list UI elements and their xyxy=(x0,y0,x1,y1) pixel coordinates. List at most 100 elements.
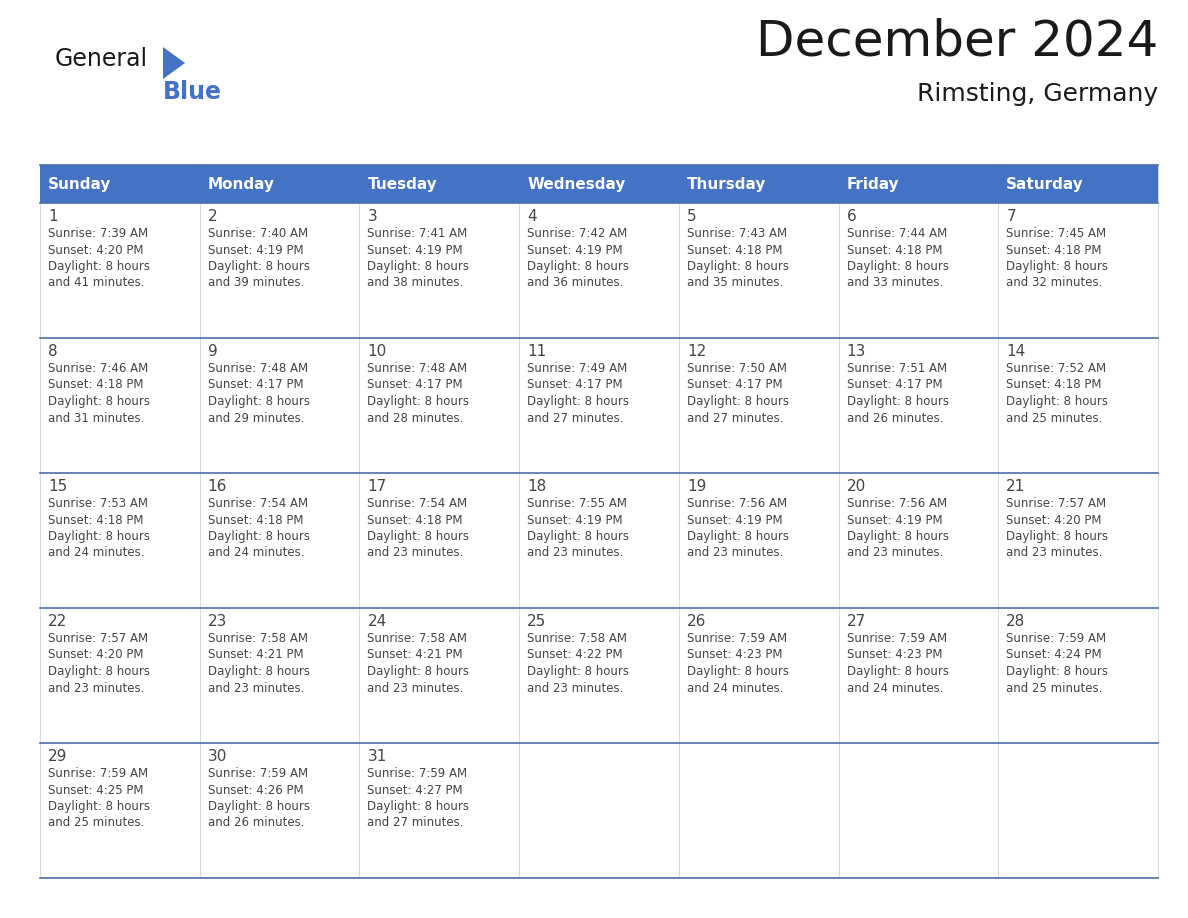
Text: 19: 19 xyxy=(687,479,706,494)
Text: Sunrise: 7:49 AM
Sunset: 4:17 PM
Daylight: 8 hours
and 27 minutes.: Sunrise: 7:49 AM Sunset: 4:17 PM Dayligh… xyxy=(527,362,630,424)
Text: Sunrise: 7:43 AM
Sunset: 4:18 PM
Daylight: 8 hours
and 35 minutes.: Sunrise: 7:43 AM Sunset: 4:18 PM Dayligh… xyxy=(687,227,789,289)
Bar xyxy=(839,743,998,878)
Text: Sunrise: 7:48 AM
Sunset: 4:17 PM
Daylight: 8 hours
and 29 minutes.: Sunrise: 7:48 AM Sunset: 4:17 PM Dayligh… xyxy=(208,362,310,424)
Bar xyxy=(360,743,519,878)
Bar xyxy=(678,338,839,473)
Text: 27: 27 xyxy=(847,614,866,629)
Bar xyxy=(200,743,360,878)
Text: 8: 8 xyxy=(48,344,58,359)
Text: 16: 16 xyxy=(208,479,227,494)
Text: 7: 7 xyxy=(1006,209,1016,224)
Bar xyxy=(678,608,839,743)
Text: 15: 15 xyxy=(48,479,68,494)
Text: 21: 21 xyxy=(1006,479,1025,494)
Text: Sunrise: 7:41 AM
Sunset: 4:19 PM
Daylight: 8 hours
and 38 minutes.: Sunrise: 7:41 AM Sunset: 4:19 PM Dayligh… xyxy=(367,227,469,289)
Text: Sunrise: 7:46 AM
Sunset: 4:18 PM
Daylight: 8 hours
and 31 minutes.: Sunrise: 7:46 AM Sunset: 4:18 PM Dayligh… xyxy=(48,362,150,424)
Text: Blue: Blue xyxy=(163,80,222,104)
Bar xyxy=(839,473,998,608)
Text: Saturday: Saturday xyxy=(1006,176,1083,192)
Bar xyxy=(839,608,998,743)
Bar xyxy=(839,165,998,203)
Bar xyxy=(40,203,200,338)
Text: 20: 20 xyxy=(847,479,866,494)
Bar xyxy=(998,608,1158,743)
Bar xyxy=(360,203,519,338)
Bar xyxy=(200,608,360,743)
Bar xyxy=(360,165,519,203)
Text: 25: 25 xyxy=(527,614,546,629)
Bar xyxy=(998,473,1158,608)
Text: Sunrise: 7:59 AM
Sunset: 4:24 PM
Daylight: 8 hours
and 25 minutes.: Sunrise: 7:59 AM Sunset: 4:24 PM Dayligh… xyxy=(1006,632,1108,695)
Text: Sunrise: 7:58 AM
Sunset: 4:21 PM
Daylight: 8 hours
and 23 minutes.: Sunrise: 7:58 AM Sunset: 4:21 PM Dayligh… xyxy=(208,632,310,695)
Bar xyxy=(519,203,678,338)
Text: Sunrise: 7:57 AM
Sunset: 4:20 PM
Daylight: 8 hours
and 23 minutes.: Sunrise: 7:57 AM Sunset: 4:20 PM Dayligh… xyxy=(48,632,150,695)
Text: 29: 29 xyxy=(48,749,68,764)
Text: General: General xyxy=(55,47,148,71)
Text: Tuesday: Tuesday xyxy=(367,176,437,192)
Bar xyxy=(40,338,200,473)
Text: 6: 6 xyxy=(847,209,857,224)
Text: 3: 3 xyxy=(367,209,377,224)
Text: Sunrise: 7:57 AM
Sunset: 4:20 PM
Daylight: 8 hours
and 23 minutes.: Sunrise: 7:57 AM Sunset: 4:20 PM Dayligh… xyxy=(1006,497,1108,559)
Text: 9: 9 xyxy=(208,344,217,359)
Text: Friday: Friday xyxy=(847,176,899,192)
Text: Sunrise: 7:59 AM
Sunset: 4:23 PM
Daylight: 8 hours
and 24 minutes.: Sunrise: 7:59 AM Sunset: 4:23 PM Dayligh… xyxy=(687,632,789,695)
Bar xyxy=(678,165,839,203)
Text: 30: 30 xyxy=(208,749,227,764)
Bar xyxy=(998,165,1158,203)
Text: Sunrise: 7:59 AM
Sunset: 4:27 PM
Daylight: 8 hours
and 27 minutes.: Sunrise: 7:59 AM Sunset: 4:27 PM Dayligh… xyxy=(367,767,469,830)
Bar xyxy=(839,338,998,473)
Bar xyxy=(678,743,839,878)
Text: 2: 2 xyxy=(208,209,217,224)
Bar xyxy=(360,608,519,743)
Text: Sunrise: 7:45 AM
Sunset: 4:18 PM
Daylight: 8 hours
and 32 minutes.: Sunrise: 7:45 AM Sunset: 4:18 PM Dayligh… xyxy=(1006,227,1108,289)
Text: Sunrise: 7:59 AM
Sunset: 4:23 PM
Daylight: 8 hours
and 24 minutes.: Sunrise: 7:59 AM Sunset: 4:23 PM Dayligh… xyxy=(847,632,948,695)
Bar xyxy=(360,473,519,608)
Text: 31: 31 xyxy=(367,749,387,764)
Text: 13: 13 xyxy=(847,344,866,359)
Text: Monday: Monday xyxy=(208,176,274,192)
Text: 17: 17 xyxy=(367,479,386,494)
Text: 24: 24 xyxy=(367,614,386,629)
Text: 11: 11 xyxy=(527,344,546,359)
Text: Sunrise: 7:53 AM
Sunset: 4:18 PM
Daylight: 8 hours
and 24 minutes.: Sunrise: 7:53 AM Sunset: 4:18 PM Dayligh… xyxy=(48,497,150,559)
Text: 28: 28 xyxy=(1006,614,1025,629)
Text: Sunrise: 7:59 AM
Sunset: 4:25 PM
Daylight: 8 hours
and 25 minutes.: Sunrise: 7:59 AM Sunset: 4:25 PM Dayligh… xyxy=(48,767,150,830)
Bar xyxy=(519,165,678,203)
Polygon shape xyxy=(163,47,185,79)
Text: Wednesday: Wednesday xyxy=(527,176,626,192)
Text: Sunrise: 7:50 AM
Sunset: 4:17 PM
Daylight: 8 hours
and 27 minutes.: Sunrise: 7:50 AM Sunset: 4:17 PM Dayligh… xyxy=(687,362,789,424)
Text: Sunrise: 7:52 AM
Sunset: 4:18 PM
Daylight: 8 hours
and 25 minutes.: Sunrise: 7:52 AM Sunset: 4:18 PM Dayligh… xyxy=(1006,362,1108,424)
Bar xyxy=(40,608,200,743)
Bar xyxy=(678,473,839,608)
Text: Sunrise: 7:39 AM
Sunset: 4:20 PM
Daylight: 8 hours
and 41 minutes.: Sunrise: 7:39 AM Sunset: 4:20 PM Dayligh… xyxy=(48,227,150,289)
Bar xyxy=(519,338,678,473)
Bar xyxy=(200,165,360,203)
Bar xyxy=(998,743,1158,878)
Bar xyxy=(998,338,1158,473)
Text: Sunrise: 7:59 AM
Sunset: 4:26 PM
Daylight: 8 hours
and 26 minutes.: Sunrise: 7:59 AM Sunset: 4:26 PM Dayligh… xyxy=(208,767,310,830)
Text: Rimsting, Germany: Rimsting, Germany xyxy=(917,82,1158,106)
Text: 14: 14 xyxy=(1006,344,1025,359)
Bar xyxy=(360,338,519,473)
Text: 18: 18 xyxy=(527,479,546,494)
Text: 4: 4 xyxy=(527,209,537,224)
Text: Sunrise: 7:55 AM
Sunset: 4:19 PM
Daylight: 8 hours
and 23 minutes.: Sunrise: 7:55 AM Sunset: 4:19 PM Dayligh… xyxy=(527,497,630,559)
Text: Sunrise: 7:56 AM
Sunset: 4:19 PM
Daylight: 8 hours
and 23 minutes.: Sunrise: 7:56 AM Sunset: 4:19 PM Dayligh… xyxy=(687,497,789,559)
Text: 10: 10 xyxy=(367,344,386,359)
Text: 5: 5 xyxy=(687,209,696,224)
Text: Sunrise: 7:40 AM
Sunset: 4:19 PM
Daylight: 8 hours
and 39 minutes.: Sunrise: 7:40 AM Sunset: 4:19 PM Dayligh… xyxy=(208,227,310,289)
Bar xyxy=(40,165,200,203)
Text: 1: 1 xyxy=(48,209,58,224)
Text: Sunrise: 7:42 AM
Sunset: 4:19 PM
Daylight: 8 hours
and 36 minutes.: Sunrise: 7:42 AM Sunset: 4:19 PM Dayligh… xyxy=(527,227,630,289)
Text: Sunrise: 7:58 AM
Sunset: 4:21 PM
Daylight: 8 hours
and 23 minutes.: Sunrise: 7:58 AM Sunset: 4:21 PM Dayligh… xyxy=(367,632,469,695)
Text: 12: 12 xyxy=(687,344,706,359)
Text: 26: 26 xyxy=(687,614,706,629)
Text: Sunrise: 7:48 AM
Sunset: 4:17 PM
Daylight: 8 hours
and 28 minutes.: Sunrise: 7:48 AM Sunset: 4:17 PM Dayligh… xyxy=(367,362,469,424)
Bar xyxy=(40,473,200,608)
Text: Sunrise: 7:58 AM
Sunset: 4:22 PM
Daylight: 8 hours
and 23 minutes.: Sunrise: 7:58 AM Sunset: 4:22 PM Dayligh… xyxy=(527,632,630,695)
Bar xyxy=(678,203,839,338)
Bar xyxy=(519,743,678,878)
Text: Sunrise: 7:56 AM
Sunset: 4:19 PM
Daylight: 8 hours
and 23 minutes.: Sunrise: 7:56 AM Sunset: 4:19 PM Dayligh… xyxy=(847,497,948,559)
Text: Sunrise: 7:54 AM
Sunset: 4:18 PM
Daylight: 8 hours
and 23 minutes.: Sunrise: 7:54 AM Sunset: 4:18 PM Dayligh… xyxy=(367,497,469,559)
